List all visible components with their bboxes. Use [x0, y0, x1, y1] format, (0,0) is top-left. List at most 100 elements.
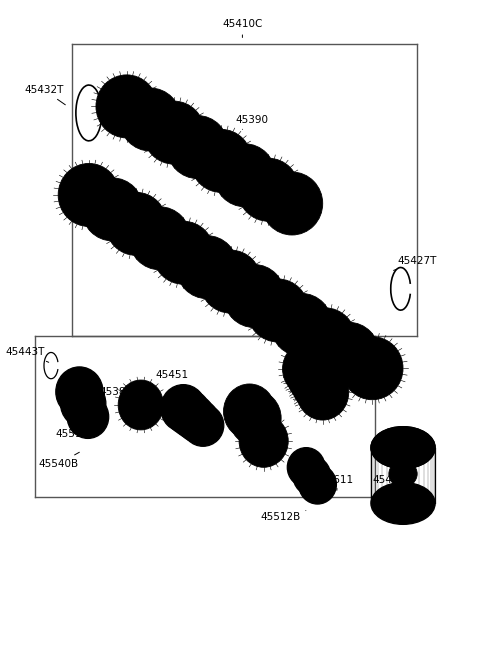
- Ellipse shape: [228, 158, 262, 192]
- Ellipse shape: [299, 465, 336, 504]
- Ellipse shape: [108, 88, 145, 125]
- Ellipse shape: [212, 263, 249, 301]
- Ellipse shape: [129, 207, 191, 270]
- Ellipse shape: [275, 186, 309, 221]
- Text: 45385B: 45385B: [99, 387, 140, 403]
- Ellipse shape: [67, 395, 108, 438]
- Ellipse shape: [224, 384, 276, 439]
- Ellipse shape: [200, 250, 261, 313]
- Ellipse shape: [371, 426, 435, 469]
- Ellipse shape: [171, 395, 215, 439]
- Ellipse shape: [229, 391, 281, 445]
- Ellipse shape: [302, 469, 333, 500]
- Text: 45540B: 45540B: [38, 452, 79, 469]
- Ellipse shape: [288, 447, 325, 487]
- Ellipse shape: [214, 144, 276, 207]
- Ellipse shape: [181, 405, 215, 438]
- Ellipse shape: [118, 380, 164, 430]
- Ellipse shape: [271, 293, 332, 357]
- Ellipse shape: [72, 400, 105, 434]
- Text: 45483: 45483: [230, 397, 264, 411]
- Ellipse shape: [304, 373, 342, 412]
- Text: 45611: 45611: [320, 475, 353, 490]
- Ellipse shape: [371, 482, 435, 525]
- Ellipse shape: [241, 403, 269, 433]
- Ellipse shape: [182, 405, 224, 446]
- Ellipse shape: [247, 279, 309, 342]
- Ellipse shape: [171, 395, 206, 430]
- Ellipse shape: [106, 192, 167, 255]
- Ellipse shape: [291, 452, 321, 482]
- Ellipse shape: [128, 391, 154, 419]
- Ellipse shape: [191, 129, 252, 192]
- Ellipse shape: [307, 320, 344, 358]
- Ellipse shape: [393, 465, 413, 483]
- Ellipse shape: [259, 291, 296, 330]
- Ellipse shape: [318, 322, 379, 386]
- Ellipse shape: [176, 236, 238, 299]
- Ellipse shape: [82, 178, 143, 241]
- Ellipse shape: [143, 101, 204, 164]
- Ellipse shape: [247, 423, 280, 459]
- Ellipse shape: [237, 279, 271, 314]
- Text: 45524A: 45524A: [208, 262, 252, 277]
- Ellipse shape: [187, 409, 219, 441]
- Ellipse shape: [166, 390, 201, 426]
- Ellipse shape: [332, 337, 366, 371]
- Ellipse shape: [289, 349, 327, 389]
- Ellipse shape: [293, 456, 331, 496]
- Text: 45427T: 45427T: [394, 256, 437, 270]
- Ellipse shape: [120, 88, 181, 151]
- Ellipse shape: [261, 172, 323, 235]
- Ellipse shape: [224, 264, 285, 328]
- Ellipse shape: [61, 374, 97, 410]
- Text: 45432T: 45432T: [24, 85, 65, 105]
- Text: 45532A: 45532A: [241, 426, 281, 436]
- Text: 45390: 45390: [235, 115, 268, 129]
- Ellipse shape: [56, 367, 103, 416]
- Ellipse shape: [161, 385, 206, 432]
- Ellipse shape: [156, 114, 192, 152]
- Ellipse shape: [285, 308, 318, 342]
- Ellipse shape: [297, 365, 348, 420]
- Ellipse shape: [252, 428, 276, 453]
- Text: 45412: 45412: [165, 407, 198, 421]
- Text: 45512B: 45512B: [260, 511, 306, 521]
- Text: 45410C: 45410C: [222, 19, 263, 38]
- Ellipse shape: [371, 426, 435, 469]
- Ellipse shape: [177, 399, 219, 443]
- Ellipse shape: [167, 115, 228, 179]
- Ellipse shape: [203, 142, 240, 180]
- Ellipse shape: [143, 221, 177, 256]
- Ellipse shape: [96, 75, 157, 138]
- Ellipse shape: [299, 365, 337, 405]
- Ellipse shape: [60, 380, 106, 427]
- Ellipse shape: [354, 349, 391, 387]
- Ellipse shape: [292, 357, 344, 412]
- Ellipse shape: [297, 461, 327, 491]
- Ellipse shape: [180, 130, 215, 164]
- Ellipse shape: [190, 250, 224, 285]
- Text: 45443T: 45443T: [5, 347, 48, 362]
- Ellipse shape: [133, 102, 167, 137]
- Ellipse shape: [283, 341, 335, 397]
- Ellipse shape: [342, 337, 403, 400]
- Ellipse shape: [65, 386, 101, 422]
- Ellipse shape: [118, 205, 155, 243]
- Ellipse shape: [288, 349, 339, 405]
- Ellipse shape: [176, 400, 210, 434]
- Ellipse shape: [238, 158, 299, 221]
- Ellipse shape: [250, 171, 287, 209]
- Ellipse shape: [165, 234, 202, 272]
- Ellipse shape: [235, 396, 264, 426]
- Ellipse shape: [389, 461, 417, 487]
- Text: 45451: 45451: [155, 370, 188, 386]
- Ellipse shape: [294, 308, 356, 371]
- Text: 45435: 45435: [372, 475, 406, 490]
- Text: 45513: 45513: [56, 430, 89, 440]
- Ellipse shape: [239, 415, 288, 467]
- Ellipse shape: [96, 192, 130, 227]
- Ellipse shape: [58, 163, 120, 227]
- Ellipse shape: [294, 357, 332, 397]
- Ellipse shape: [153, 221, 214, 284]
